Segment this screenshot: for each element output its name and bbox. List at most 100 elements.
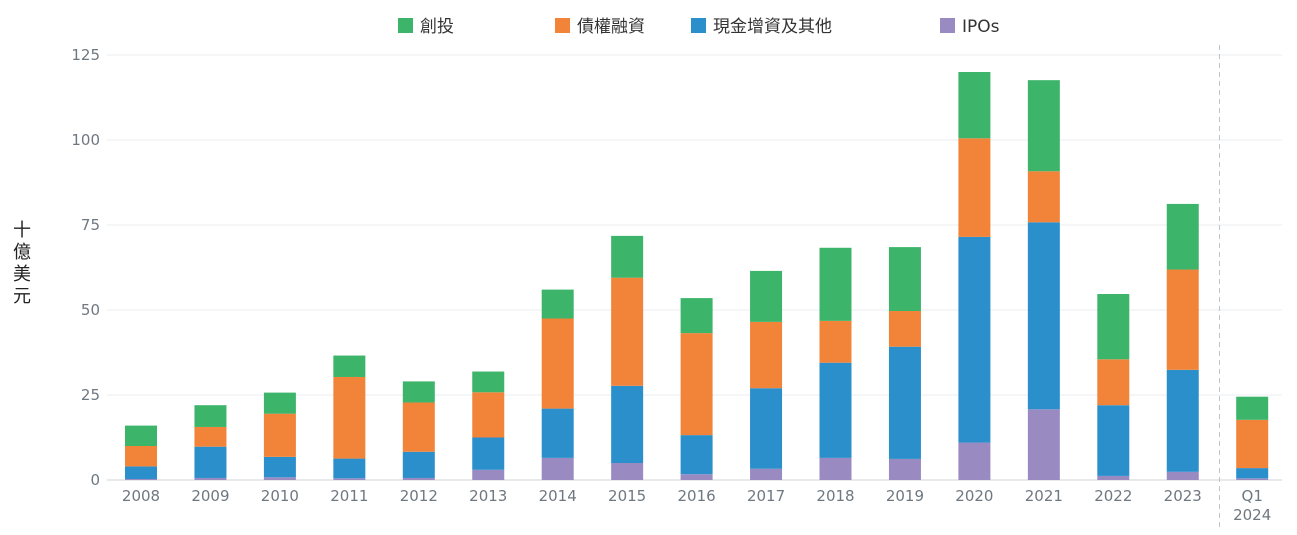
x-tick-label: 2011: [330, 487, 368, 505]
bar-stack: [888, 247, 921, 480]
legend-label: 債權融資: [577, 17, 645, 37]
x-tick-label: 2013: [469, 487, 507, 505]
bar-segment: [194, 477, 227, 480]
x-tick-label: 2018: [816, 487, 854, 505]
bar-segment: [750, 388, 783, 469]
x-tick-label: 2019: [886, 487, 924, 505]
bar-segment: [194, 405, 227, 427]
legend-item: 現金增資及其他: [691, 17, 832, 37]
bar-segment: [750, 321, 783, 389]
y-axis-label-char: 十: [13, 220, 31, 241]
x-tick-label: 2022: [1094, 487, 1132, 505]
bar-segment: [819, 362, 852, 458]
bar-segment: [125, 466, 157, 479]
bar-segment: [1097, 405, 1130, 476]
bar-stack: [1166, 203, 1199, 480]
bar-segment: [958, 442, 991, 480]
bar-segment: [402, 477, 435, 480]
bar-segment: [680, 333, 713, 436]
bar-stack: [402, 381, 435, 480]
bar-segment: [125, 425, 157, 446]
legend-label: IPOs: [962, 17, 1000, 37]
bar-segment: [1027, 409, 1060, 480]
bar-stack: [680, 298, 713, 480]
y-tick-label: 25: [81, 386, 100, 404]
bar-segment: [1027, 80, 1060, 172]
bar-segment: [541, 318, 574, 409]
bar-segment: [958, 236, 991, 443]
y-tick-label: 0: [90, 471, 100, 489]
legend-swatch: [691, 18, 706, 33]
x-tick-label: 2016: [678, 487, 716, 505]
bar-stack: [819, 247, 852, 480]
y-axis-label-char: 美: [13, 264, 31, 285]
bar-segment: [1236, 468, 1269, 479]
bar-segment: [680, 298, 713, 334]
bar-segment: [194, 426, 227, 447]
y-tick-label: 50: [81, 301, 100, 319]
bar-segment: [1236, 478, 1269, 480]
bar-segment: [1166, 269, 1199, 370]
bar-stack: [958, 72, 991, 480]
bar-segment: [263, 456, 296, 478]
bar-segment: [888, 458, 921, 480]
legend-label: 現金增資及其他: [713, 17, 832, 37]
bar-segment: [958, 138, 991, 237]
x-tick-label: 2024: [1233, 506, 1271, 524]
bar-stack: [263, 392, 296, 480]
bar-stack: [611, 235, 644, 480]
bar-segment: [541, 457, 574, 480]
bar-segment: [472, 371, 505, 393]
bar-segment: [611, 385, 644, 463]
y-axis-ticks: 0 25 50 75 100 125: [71, 46, 100, 489]
x-tick-label: 2015: [608, 487, 646, 505]
bar-stack: [472, 371, 505, 480]
x-tick-label: 2014: [539, 487, 577, 505]
x-tick-label: 2020: [955, 487, 993, 505]
bar-segment: [263, 392, 296, 414]
legend-item: 債權融資: [555, 17, 645, 37]
bar-segment: [402, 402, 435, 452]
bar-segment: [333, 458, 366, 479]
bar-segment: [958, 72, 991, 139]
bar-segment: [402, 381, 435, 403]
legend-swatch: [940, 18, 955, 33]
legend: 創投 債權融資 現金增資及其他 IPOs: [398, 17, 1000, 37]
bar-segment: [680, 435, 713, 475]
bar-segment: [1097, 294, 1130, 360]
bar-stack: [1236, 396, 1269, 480]
bar-segment: [333, 355, 366, 377]
bar-segment: [888, 346, 921, 459]
bar-segment: [263, 477, 296, 480]
legend-item: 創投: [398, 17, 454, 37]
x-axis-ticks: 2008 2009 2010 2011 2012 2013 2014 2015 2016 2017…: [122, 487, 1271, 524]
bar-segment: [541, 289, 574, 319]
bar-segment: [750, 468, 783, 480]
y-tick-label: 75: [81, 216, 100, 234]
bar-stack: [125, 425, 157, 480]
x-tick-label: Q1: [1242, 487, 1263, 505]
bar-segment: [1097, 359, 1130, 406]
bar-segment: [1236, 396, 1269, 420]
bar-segment: [1097, 475, 1130, 480]
bar-segment: [819, 247, 852, 321]
x-tick-label: 2008: [122, 487, 160, 505]
bar-segment: [750, 270, 783, 322]
bars: [125, 72, 1269, 480]
bar-segment: [1166, 203, 1199, 270]
bar-segment: [611, 277, 644, 386]
y-axis-label-char: 元: [13, 286, 31, 307]
bar-segment: [611, 235, 644, 278]
bar-segment: [472, 437, 505, 470]
bar-segment: [194, 446, 227, 478]
bar-segment: [819, 457, 852, 480]
x-tick-label: 2012: [400, 487, 438, 505]
bar-stack: [541, 289, 574, 480]
bar-segment: [680, 474, 713, 480]
bar-stack: [1097, 294, 1130, 480]
legend-swatch: [398, 18, 413, 33]
bar-segment: [263, 413, 296, 457]
x-tick-label: 2010: [261, 487, 299, 505]
